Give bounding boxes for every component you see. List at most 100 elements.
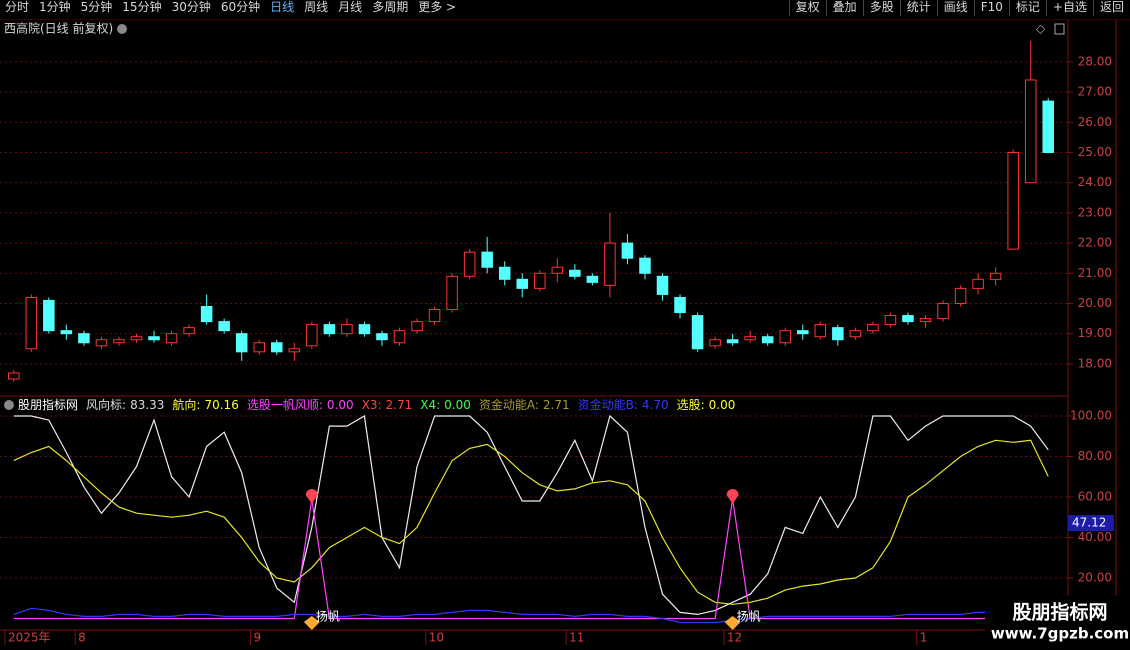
toggle-icon[interactable]: ◇ [1036,22,1046,36]
indicator-line [13,439,1049,605]
period-tab[interactable]: 月线 [338,0,363,14]
y-tick-label: 26.00 [1078,115,1112,129]
period-tab[interactable]: 5分钟 [80,0,113,14]
y-tick-label: 25.00 [1078,145,1112,159]
candle-body [113,339,125,344]
tool-button[interactable]: 复权 [788,0,826,16]
candle-body [1007,151,1019,250]
candle-body [60,330,73,335]
candle-body [218,321,230,332]
candle-body [253,342,265,353]
candle-body [884,315,897,326]
y-tick-label: 19.00 [1078,326,1112,340]
legend-name: 资金动能B: [578,397,638,412]
candle-body [411,321,423,332]
candle-body [761,336,774,344]
period-tab[interactable]: 15分钟 [122,0,162,14]
period-tab[interactable]: 多周期 [372,0,409,14]
signal-icon [724,616,741,630]
candle-body [814,324,827,338]
cursor-box [1068,515,1114,532]
candle-body [832,327,844,341]
y-tick-label: 22.00 [1078,236,1112,250]
y-tick-label: 27.00 [1078,85,1112,99]
candle-body [393,330,406,344]
title-menu-icon[interactable] [117,24,127,34]
x-tick-label: 9 [253,631,261,645]
candle-body [639,257,651,274]
y-tick-label: 24.00 [1078,175,1112,189]
tool-button[interactable]: 叠加 [825,0,863,16]
candle-body [516,278,528,289]
tool-button[interactable]: +自选 [1045,0,1093,16]
candle-body [271,342,283,353]
y-tick-label: 28.00 [1078,54,1112,68]
chart-title: 西高院(日线 前复权) [4,21,113,36]
candle-body [43,299,55,332]
y-tick-label: 18.00 [1078,356,1112,370]
tool-button[interactable]: F10 [973,0,1009,16]
legend-value: 0.00 [444,398,471,412]
candle-body [463,251,476,277]
candle-body [551,266,564,274]
candle-body [534,272,546,289]
candle-body [744,336,756,341]
legend-name: 航向: [172,397,200,412]
candle-body [306,324,318,347]
candle-body [428,309,441,323]
legend-value: 2.71 [386,398,413,412]
tool-buttons: 复权 叠加 多股 统计 画线 F10 标记 +自选 返回 [788,0,1130,19]
legend-name: 选股一帆风顺: [247,397,323,412]
candle-body [25,296,38,350]
period-tab[interactable]: 1分钟 [39,0,71,14]
candle-body [165,333,178,344]
tool-button[interactable]: 返回 [1092,0,1130,16]
watermark-url: www.7gpzb.com [991,625,1129,643]
candle-body [972,278,984,289]
candle-body [446,275,458,311]
tool-button[interactable]: 多股 [862,0,900,16]
candle-body [200,306,213,323]
period-tab[interactable]: 30分钟 [171,0,211,14]
candle-body [902,315,914,323]
period-tab[interactable]: 日线 [270,0,295,14]
tool-button[interactable]: 画线 [936,0,974,16]
candle-body [604,242,616,286]
y-tick-label: 20.00 [1078,570,1112,584]
legend-value: 4.70 [642,398,669,412]
candle-body [726,339,739,344]
signal-flag [726,489,739,505]
candle-body [341,324,353,335]
y-tick-label: 21.00 [1078,266,1112,280]
window-icon[interactable] [1054,23,1065,35]
legend-value: 0.00 [327,398,354,412]
period-tab[interactable]: 60分钟 [220,0,261,14]
candle-body [1024,79,1037,184]
period-tab[interactable]: 分时 [5,0,30,14]
period-tab[interactable]: 周线 [304,0,329,14]
period-tab[interactable]: 更多 > [418,0,457,14]
legend-value: 2.71 [543,398,570,412]
indicator-line [13,414,1049,616]
signal-label: 扬帆 [316,609,340,624]
candle-body [235,333,248,353]
legend-name: X4: [420,398,440,412]
candle-body [919,318,932,323]
indicator-menu-icon[interactable] [4,400,14,410]
signal-icon [303,616,320,630]
candle-body [954,287,967,304]
y-tick-label: 23.00 [1078,205,1112,219]
candle-body [148,336,160,341]
watermark-box [985,596,1130,650]
candle-body [867,324,879,332]
y-tick-label: 100.00 [1070,409,1112,423]
legend-value: 0.00 [709,398,736,412]
x-tick-label: 11 [569,631,584,645]
x-tick-label: 1 [920,631,928,645]
tool-button[interactable]: 标记 [1008,0,1046,16]
candle-body [849,330,862,338]
candle-body [709,339,721,347]
indicator-name: 股朋指标网 [18,397,78,412]
candle-body [358,324,371,335]
tool-button[interactable]: 统计 [899,0,937,16]
